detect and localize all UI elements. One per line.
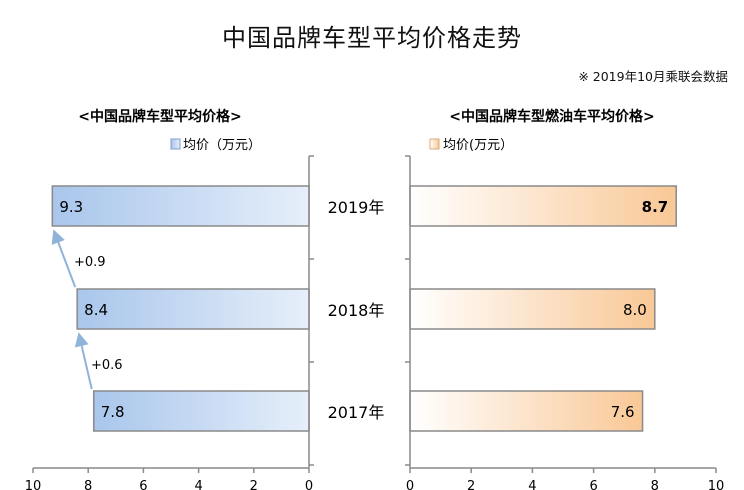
right-legend-label: 均价(万元） xyxy=(443,138,513,153)
left-value-label-2017年: 7.8 xyxy=(101,403,125,421)
right-x-tick-label-2: 2 xyxy=(467,479,475,490)
left-legend-swatch xyxy=(170,138,181,150)
left-x-tick-label-8: 8 xyxy=(84,479,92,490)
right-x-tick-label-0: 0 xyxy=(406,479,414,490)
right-value-label-2018年: 8.0 xyxy=(623,301,647,319)
right-bar-2017年 xyxy=(409,390,644,432)
left-value-label-2018年: 8.4 xyxy=(84,301,108,319)
left-x-tick-label-10: 10 xyxy=(25,479,42,490)
growth-arrow-2018-2019 xyxy=(51,229,77,288)
right-x-tick-label-10: 10 xyxy=(708,479,725,490)
left-x-tick-label-6: 6 xyxy=(139,479,147,490)
right-value-label-2019年: 8.7 xyxy=(642,198,669,216)
right-x-tick-label-4: 4 xyxy=(528,479,536,490)
right-bar-2019年 xyxy=(409,185,677,227)
growth-annotation-2018: +0.6 xyxy=(91,358,123,373)
left-x-tick-label-2: 2 xyxy=(250,479,258,490)
left-legend-label: 均价（万元） xyxy=(183,138,261,153)
left-bar-2017年 xyxy=(92,390,310,432)
left-x-tick-label-4: 4 xyxy=(194,479,202,490)
growth-arrow-2017-2018 xyxy=(74,332,93,390)
year-label-2018年: 2018年 xyxy=(328,301,385,320)
left-panel-title: <中国品牌车型平均价格> xyxy=(78,108,241,125)
left-value-label-2019年: 9.3 xyxy=(59,198,83,216)
source-note: ※ 2019年10月乘联会数据 xyxy=(578,69,728,84)
left-x-tick-label-0: 0 xyxy=(305,479,313,490)
right-panel-title: <中国品牌车型燃油车平均价格> xyxy=(449,108,654,125)
right-x-tick-label-6: 6 xyxy=(589,479,597,490)
year-label-2017年: 2017年 xyxy=(328,403,385,422)
right-legend-swatch xyxy=(429,138,440,150)
year-label-2019年: 2019年 xyxy=(328,198,385,217)
chart-title: 中国品牌车型平均价格走势 xyxy=(222,24,522,52)
left-bar-2019年 xyxy=(51,185,310,227)
right-bar-2018年 xyxy=(409,288,656,330)
left-bar-2018年 xyxy=(76,288,310,330)
growth-annotation-2019: +0.9 xyxy=(74,255,106,270)
right-x-tick-label-8: 8 xyxy=(651,479,659,490)
right-value-label-2017年: 7.6 xyxy=(611,403,635,421)
